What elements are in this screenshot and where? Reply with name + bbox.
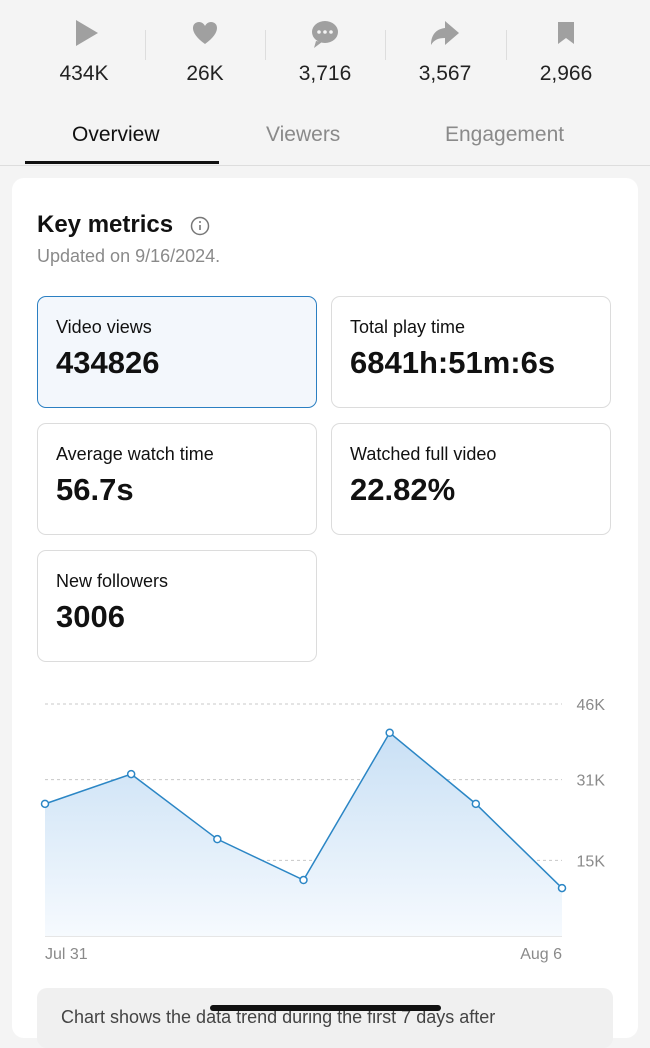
separator [265,30,266,60]
like-icon [192,22,218,44]
y-tick-label: 46K [577,697,606,714]
metric-card[interactable]: Watched full video 22.82% [331,423,611,535]
point [299,875,308,885]
metric-label: Watched full video [350,444,497,464]
info-icon[interactable] [189,215,211,237]
bookmark-icon [558,22,574,44]
metric-value: 22.82% [350,472,456,507]
metric-label: Total play time [350,317,466,337]
stat-value: 2,966 [539,62,593,85]
metric-value: 56.7s [56,472,134,507]
metric-value: 3006 [56,599,125,634]
metric-card[interactable]: New followers 3006 [37,550,317,662]
tab-indicator [25,161,219,164]
page: 434K 26K 3,716 3,567 2,966 Overview View… [0,20,650,1038]
note: Chart shows the data trend during the fi… [61,1007,496,1027]
metric-label: New followers [56,571,169,591]
point [40,799,50,809]
metric-value: 6841h:51m:6s [350,345,556,380]
chart: 15K 31K 46K Jul 31 Aug 6 [40,697,606,963]
point [471,799,481,809]
metric-card[interactable]: Average watch time 56.7s [37,423,317,535]
tab[interactable]: Engagement [445,123,565,146]
stat-value: 3,567 [418,62,472,85]
point [126,769,136,779]
metric-value: 434826 [56,345,160,380]
stat-value: 434K [59,62,109,85]
y-tick-label: 15K [577,853,606,870]
updated: Updated on 9/16/2024. [37,246,221,266]
card-title: Key metrics [37,211,174,238]
y-tick-label: 31K [577,773,606,790]
note-box: Chart shows the data trend during the fi… [37,988,613,1048]
dot [323,30,327,34]
play-icon [76,20,98,46]
stat-value: 26K [186,62,224,85]
comment-tail [314,41,322,48]
separator [385,30,386,60]
tab[interactable]: Viewers [266,123,341,146]
share-icon [431,21,459,45]
stat-icons [76,20,574,48]
divider [0,165,650,166]
metric-card[interactable]: Video views 434826 [37,296,317,408]
metric-label: Video views [56,317,152,337]
tab[interactable]: Overview [72,123,160,146]
metric-card[interactable]: Total play time 6841h:51m:6s [331,296,611,408]
dot [329,30,333,34]
point [385,728,394,737]
x-tick-label: Jul 31 [45,946,88,963]
point [213,834,222,844]
point [557,883,567,893]
separator [145,30,146,60]
metric-label: Average watch time [56,444,214,464]
home-indicator [210,1005,441,1011]
area [45,732,562,936]
stat-value: 3,716 [298,62,352,85]
dot [317,30,321,34]
x-tick-label: Aug 6 [520,946,562,963]
separator [506,30,507,60]
